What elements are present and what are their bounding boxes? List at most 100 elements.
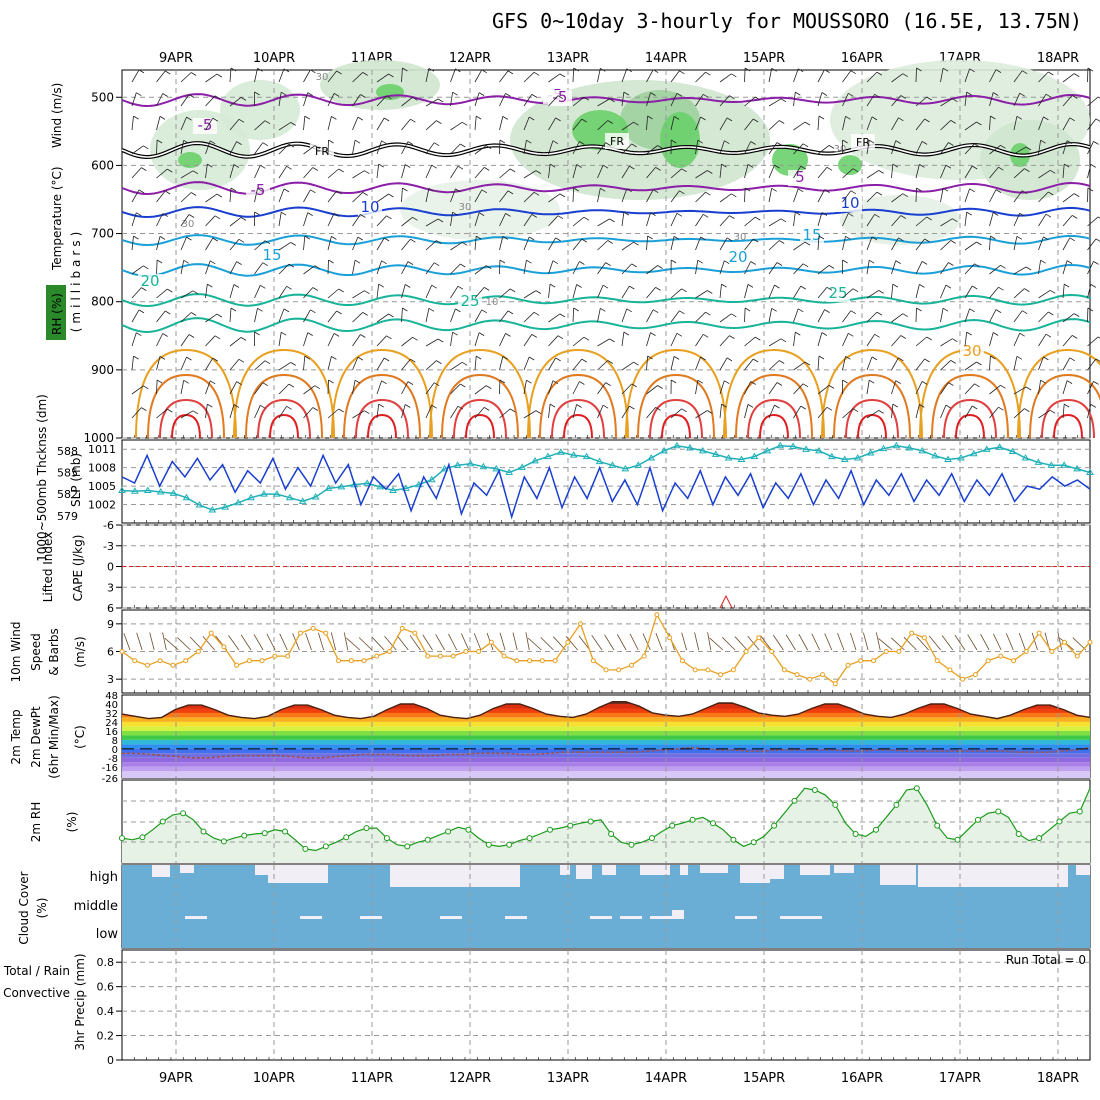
wind-barb (376, 284, 380, 299)
thickness-line-marker (1073, 464, 1081, 472)
wind-barb-feather (778, 240, 785, 244)
wind-barb-feather (976, 121, 982, 126)
wind10-barb (1018, 632, 1026, 651)
wind-barb (156, 236, 161, 251)
wind-barb-feather (388, 73, 394, 78)
wind-barb (842, 333, 849, 347)
wind-barb (450, 285, 459, 299)
wind-barb (548, 284, 551, 299)
wind-barb (793, 188, 799, 203)
wind-barb-feather (136, 212, 142, 217)
wind-barb (817, 235, 820, 251)
wind-barb (180, 72, 192, 83)
wind-barb-feather (916, 307, 922, 312)
bottom-date-label: 12APR (449, 1071, 491, 1086)
wind-barb-feather (845, 355, 851, 360)
wind-barb (842, 168, 854, 179)
wind-barb-feather (848, 212, 854, 217)
wind-barb-feather (826, 166, 833, 171)
wind-barb (278, 122, 291, 131)
wind-barb-feather (871, 356, 878, 361)
cloud-high-gap (770, 865, 784, 879)
wind10-barb (642, 633, 651, 651)
wind-barb (352, 94, 361, 107)
wind10-barb (709, 637, 724, 651)
wind10-speed-marker (1087, 639, 1093, 645)
wind-barb (572, 336, 585, 347)
cloud-high-gap (680, 865, 688, 875)
wind-barb-feather (579, 261, 585, 265)
wind-barb-feather (974, 263, 980, 268)
wind-barb-feather (1040, 379, 1046, 384)
wind-barb (229, 261, 237, 275)
wind10-speed-marker (348, 658, 354, 664)
wind-barb (891, 73, 904, 83)
wind10-speed-marker (450, 653, 456, 659)
wind-barb (915, 358, 925, 371)
wind-barb-feather (190, 72, 197, 76)
wind-barb (989, 264, 1001, 275)
wind-barb (670, 93, 678, 107)
wind-barb-feather (314, 145, 321, 150)
temp-band (122, 748, 1090, 754)
wind-barb-feather (526, 139, 532, 144)
wind-barb-feather (507, 70, 514, 75)
rh2m-marker (1056, 818, 1063, 825)
wind-barb (352, 140, 356, 155)
wind-barb-feather (902, 193, 909, 198)
wind-barb (1087, 96, 1099, 107)
wind-barb-feather (670, 139, 677, 144)
temp-contour-surface-arch (821, 348, 923, 439)
wind-barb (327, 236, 332, 251)
wind-barb-feather (404, 284, 411, 288)
wind-barb (1062, 140, 1068, 155)
wind-barb-feather (475, 355, 482, 360)
wind-barb-feather (286, 165, 292, 170)
wind10-speed-marker (756, 635, 762, 641)
wind-barb (866, 236, 873, 251)
wind-barb (523, 312, 535, 323)
wind-barb (695, 140, 699, 155)
wind-barb-feather (852, 168, 859, 173)
wind-barb-feather (156, 259, 163, 264)
wind10-barb (527, 637, 542, 651)
rh2m-marker (893, 801, 900, 808)
wind-barb (891, 117, 899, 131)
wind-barb (621, 68, 628, 83)
wind-barb-feather (555, 357, 561, 362)
wind-barb (597, 218, 610, 227)
wind-barb (793, 361, 806, 371)
ytick-label: 700 (91, 227, 114, 241)
wind-barb (646, 167, 656, 179)
wind-barb-feather (233, 404, 240, 408)
wind-barb (254, 285, 261, 299)
rh2m-marker (180, 810, 187, 817)
wind10-speed-marker (858, 658, 864, 664)
wind-barb (915, 284, 920, 299)
ylabel-rh: RH (%) (50, 293, 64, 335)
wind10-speed-marker (769, 649, 775, 654)
precip-panel: 0.80.60.40.20 (97, 950, 1090, 1067)
wind10-barb (890, 637, 905, 651)
wind-barb-feather (804, 241, 811, 246)
wind-barb-feather (314, 265, 321, 270)
wind-barb (401, 118, 411, 131)
wind-barb (1038, 289, 1051, 299)
wind-barb (646, 145, 658, 155)
wind-barb (303, 265, 316, 275)
wind-barb (670, 70, 680, 83)
wind-barb (670, 333, 678, 347)
wind-barb (572, 238, 583, 251)
wind-barb-feather (378, 403, 384, 408)
wind-barb-feather (1016, 235, 1023, 240)
wind-barb-feather (1000, 264, 1006, 269)
ylabel-rh2m: 2m RH (29, 802, 43, 843)
wind-barb-feather (360, 94, 366, 98)
wind10-barb (928, 635, 942, 651)
wind-barb-feather (602, 164, 609, 169)
wind-barb (1013, 333, 1021, 347)
ylabel-temp: Temperature (°C) (50, 166, 64, 271)
wind-barb-feather (436, 360, 442, 364)
wind-barb (499, 310, 509, 323)
